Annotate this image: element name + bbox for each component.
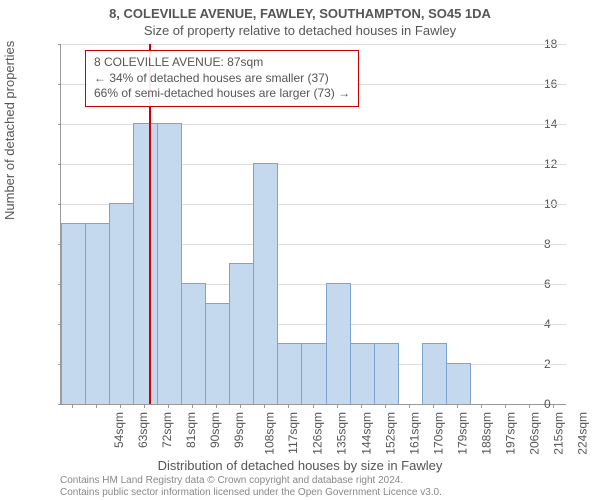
histogram-bar — [133, 123, 158, 404]
histogram-bar — [253, 163, 278, 404]
histogram-bar — [181, 283, 206, 404]
x-tick-label: 188sqm — [479, 412, 493, 455]
x-tick-mark — [192, 404, 193, 408]
x-tick-label: 99sqm — [232, 412, 246, 448]
x-tick-mark — [120, 404, 121, 408]
x-tick-label: 206sqm — [528, 412, 542, 455]
x-tick-mark — [505, 404, 506, 408]
x-tick-mark — [168, 404, 169, 408]
x-tick-label: 63sqm — [136, 412, 150, 448]
chart-plot-area: 8 COLEVILLE AVENUE: 87sqm← 34% of detach… — [60, 44, 566, 405]
y-axis-title: Number of detached properties — [2, 41, 17, 220]
x-tick-label: 215sqm — [552, 412, 566, 455]
histogram-bar — [277, 343, 302, 404]
x-tick-mark — [457, 404, 458, 408]
histogram-bar — [350, 343, 375, 404]
attribution-line-1: Contains HM Land Registry data © Crown c… — [60, 475, 442, 487]
info-box-line: 66% of semi-detached houses are larger (… — [94, 86, 350, 102]
x-tick-label: 81sqm — [184, 412, 198, 448]
histogram-bar — [109, 203, 134, 404]
x-tick-mark — [433, 404, 434, 408]
x-tick-mark — [72, 404, 73, 408]
x-tick-label: 90sqm — [208, 412, 222, 448]
grid-line — [61, 44, 566, 45]
info-box-line: ← 34% of detached houses are smaller (37… — [94, 71, 350, 87]
x-tick-label: 197sqm — [503, 412, 517, 455]
x-tick-label: 170sqm — [431, 412, 445, 455]
histogram-bar — [374, 343, 399, 404]
chart-title-sub: Size of property relative to detached ho… — [0, 21, 600, 44]
x-tick-mark — [96, 404, 97, 408]
x-tick-mark — [481, 404, 482, 408]
x-tick-mark — [216, 404, 217, 408]
histogram-bar — [85, 223, 110, 404]
y-tick-mark — [58, 404, 62, 405]
x-tick-label: 144sqm — [359, 412, 373, 455]
x-tick-label: 224sqm — [576, 412, 590, 455]
x-tick-label: 161sqm — [407, 412, 421, 455]
x-tick-mark — [288, 404, 289, 408]
x-tick-label: 135sqm — [335, 412, 349, 455]
histogram-bar — [422, 343, 447, 404]
x-tick-mark — [409, 404, 410, 408]
x-tick-mark — [529, 404, 530, 408]
x-tick-mark — [264, 404, 265, 408]
x-tick-label: 108sqm — [263, 412, 277, 455]
x-tick-label: 72sqm — [160, 412, 174, 448]
x-tick-mark — [553, 404, 554, 408]
attribution-text: Contains HM Land Registry data © Crown c… — [60, 475, 442, 498]
histogram-bar — [205, 303, 230, 404]
x-tick-mark — [385, 404, 386, 408]
info-box: 8 COLEVILLE AVENUE: 87sqm← 34% of detach… — [85, 50, 359, 107]
x-axis-title: Distribution of detached houses by size … — [0, 458, 600, 473]
info-box-line: 8 COLEVILLE AVENUE: 87sqm — [94, 55, 350, 71]
x-tick-label: 152sqm — [383, 412, 397, 455]
histogram-bar — [157, 123, 182, 404]
y-tick-label: 0 — [544, 397, 596, 411]
x-tick-mark — [240, 404, 241, 408]
histogram-bar — [61, 223, 86, 404]
x-tick-label: 179sqm — [455, 412, 469, 455]
chart-title-main: 8, COLEVILLE AVENUE, FAWLEY, SOUTHAMPTON… — [0, 0, 600, 21]
x-tick-mark — [337, 404, 338, 408]
x-tick-mark — [313, 404, 314, 408]
x-tick-mark — [144, 404, 145, 408]
x-tick-label: 54sqm — [112, 412, 126, 448]
x-tick-label: 126sqm — [311, 412, 325, 455]
attribution-line-2: Contains public sector information licen… — [60, 487, 442, 499]
histogram-bar — [446, 363, 471, 404]
histogram-bar — [229, 263, 254, 404]
histogram-bar — [301, 343, 326, 404]
histogram-bar — [326, 283, 351, 404]
x-tick-mark — [361, 404, 362, 408]
x-tick-label: 117sqm — [286, 412, 300, 454]
